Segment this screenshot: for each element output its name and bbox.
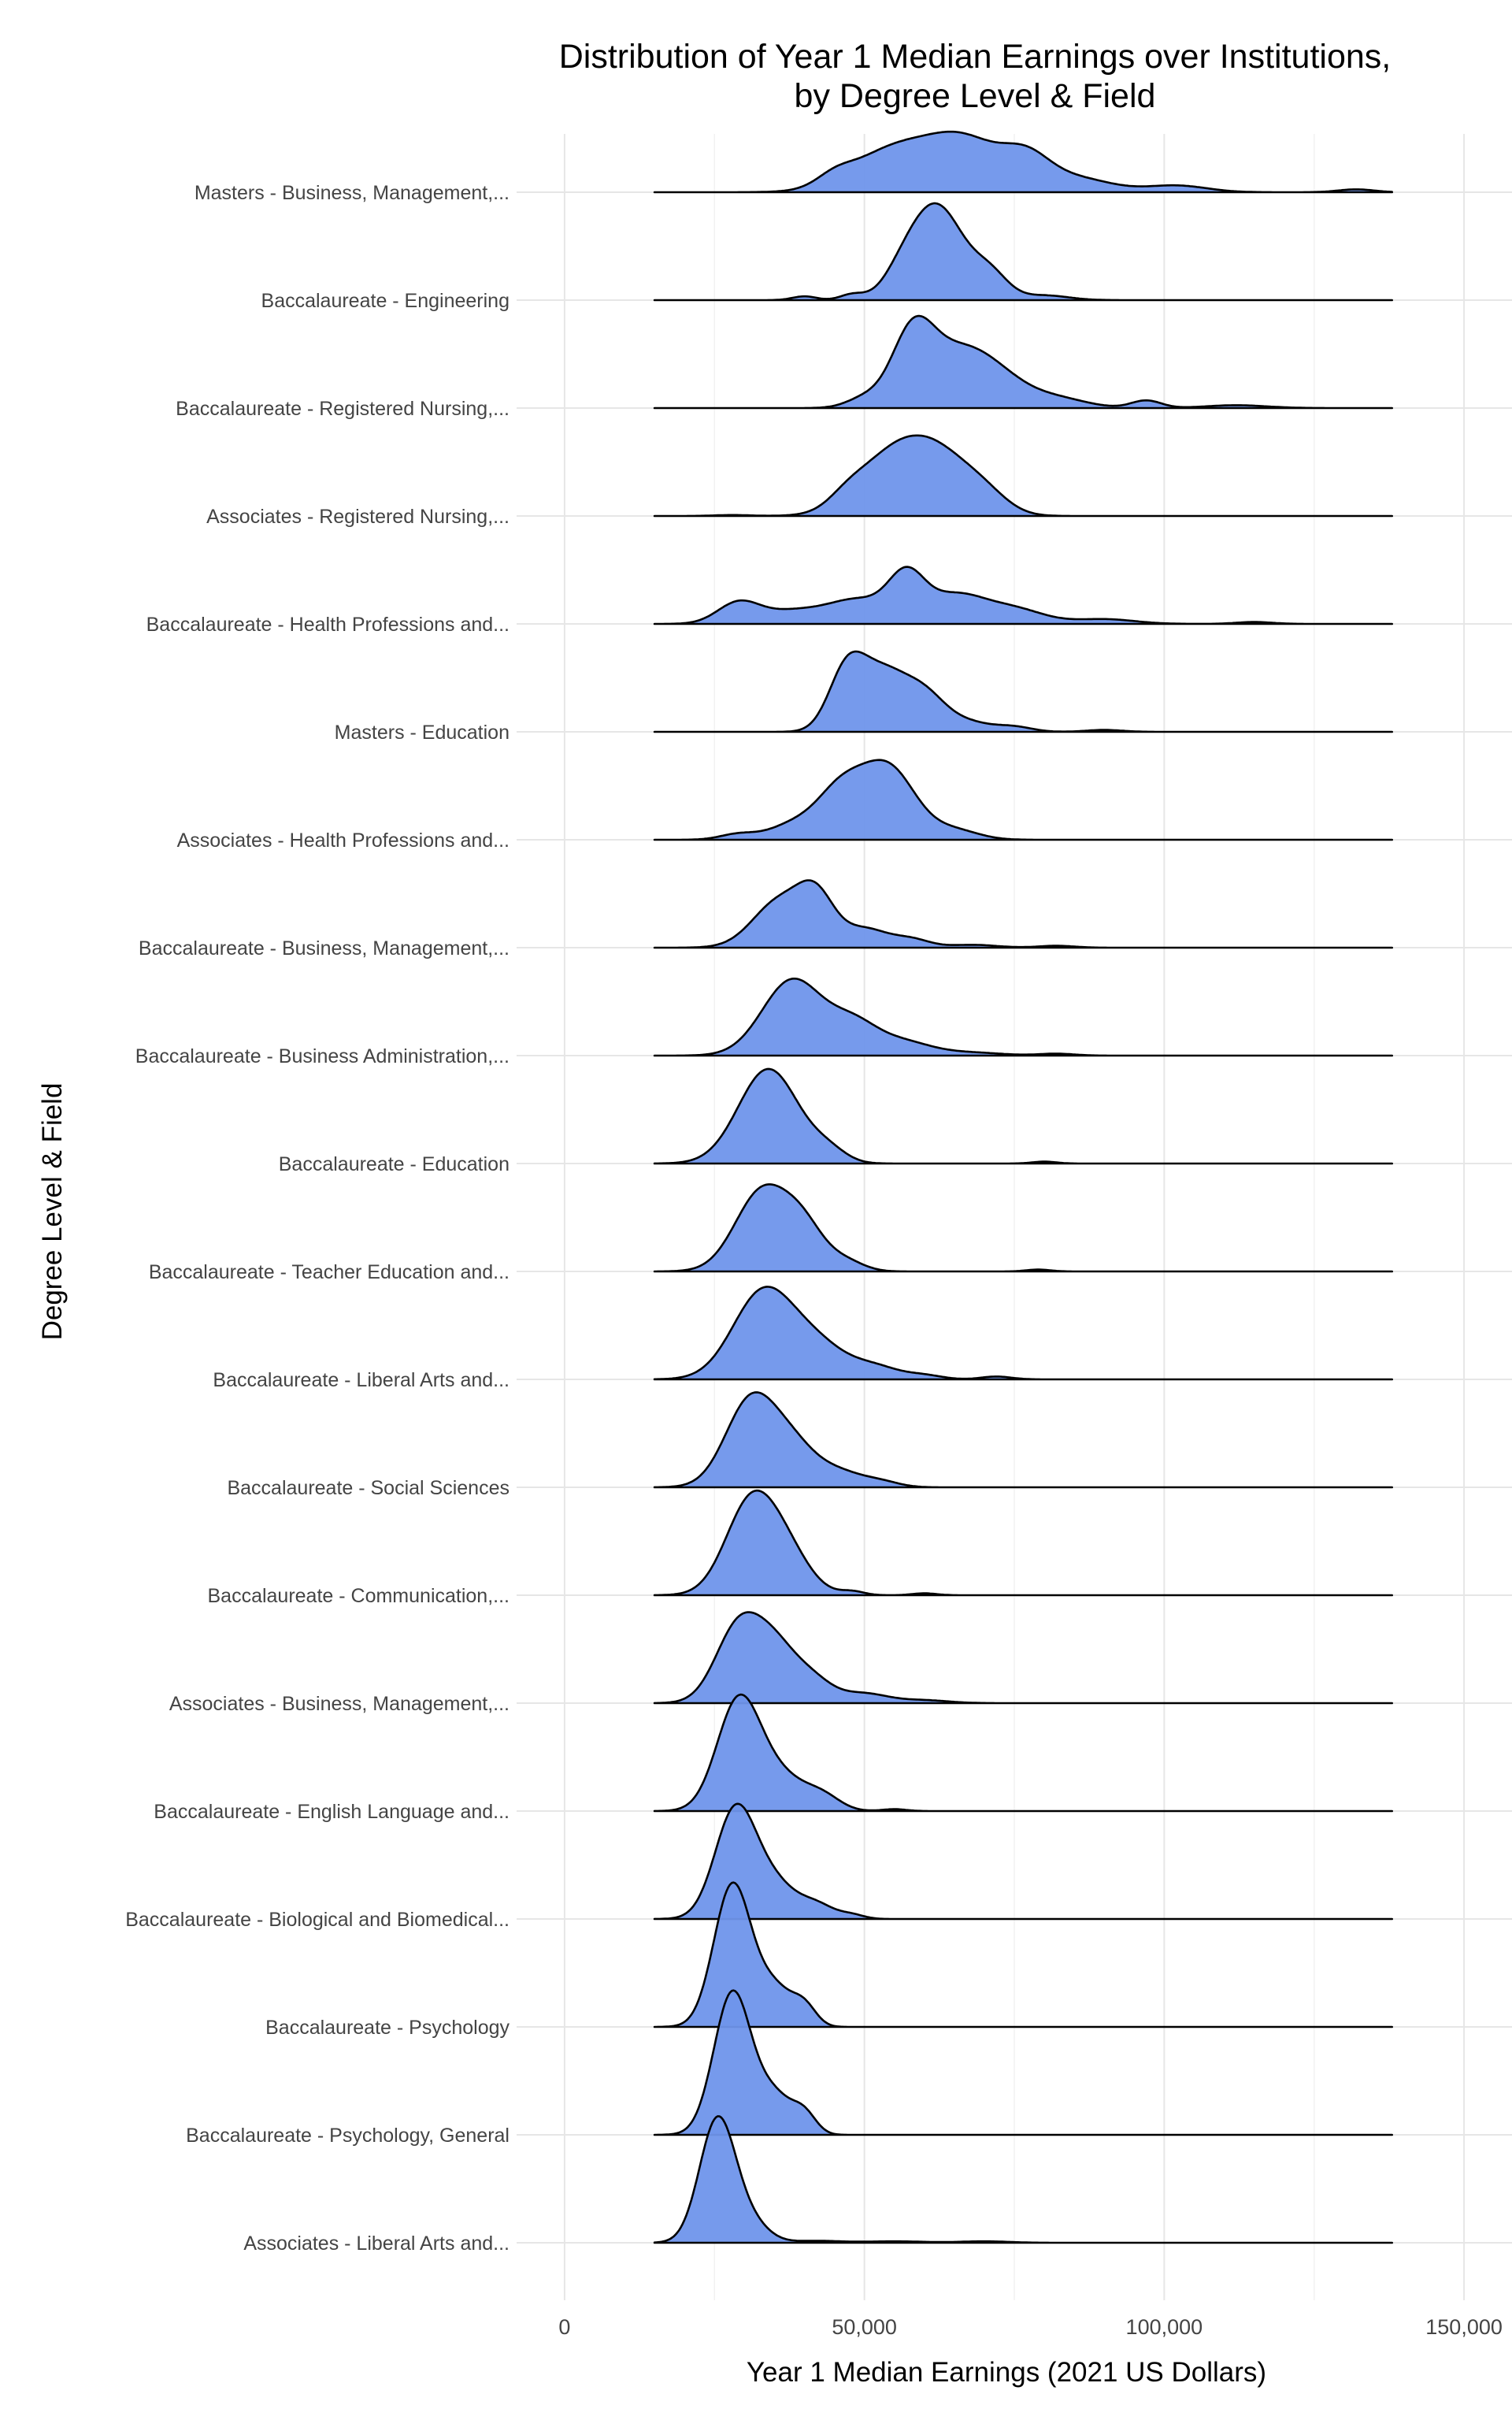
category-label: Baccalaureate - Business Administration,… <box>135 1045 510 1067</box>
ridges <box>653 130 1393 2244</box>
ridge-series <box>653 879 1393 949</box>
category-label: Baccalaureate - Social Sciences <box>227 1477 510 1499</box>
category-label: Baccalaureate - Biological and Biomedica… <box>125 1909 510 1931</box>
ridge-series <box>653 1802 1393 1921</box>
x-tick-label: 50,000 <box>832 2315 897 2339</box>
ridge-series <box>653 1693 1393 1813</box>
ridge-series <box>653 650 1393 733</box>
category-label: Baccalaureate - Health Professions and..… <box>146 614 510 636</box>
category-label: Baccalaureate - Teacher Education and... <box>149 1261 510 1283</box>
category-label: Baccalaureate - Communication,... <box>207 1585 510 1607</box>
gridlines <box>517 134 1512 2300</box>
ridge-series <box>653 434 1393 518</box>
category-label: Baccalaureate - Engineering <box>261 290 510 312</box>
ridge-series <box>653 1989 1393 2136</box>
ridge-series <box>653 130 1393 194</box>
category-label: Baccalaureate - Business, Management,... <box>139 937 510 959</box>
ridge-series <box>653 1286 1393 1381</box>
category-label: Baccalaureate - Education <box>279 1153 510 1175</box>
chart-title-line-2: by Degree Level & Field <box>795 77 1156 115</box>
category-labels: Masters - Business, Management,... Baccal… <box>125 182 510 2255</box>
category-label: Masters - Business, Management,... <box>195 182 510 204</box>
ridge-series <box>653 1067 1393 1165</box>
ridge-series <box>653 566 1393 625</box>
ridge-series <box>653 1183 1393 1273</box>
x-tick-label: 0 <box>558 2315 570 2339</box>
category-label: Baccalaureate - Registered Nursing,... <box>176 398 510 420</box>
category-label: Baccalaureate - Liberal Arts and... <box>213 1369 510 1391</box>
ridge-series <box>653 202 1393 302</box>
ridge-series <box>653 1391 1393 1489</box>
x-tick-label: 150,000 <box>1425 2315 1503 2339</box>
category-label: Associates - Liberal Arts and... <box>243 2233 510 2255</box>
ridge-series <box>653 759 1393 841</box>
y-axis-title: Degree Level & Field <box>37 1083 68 1341</box>
category-label: Baccalaureate - Psychology <box>265 2017 510 2039</box>
ridge-series <box>653 978 1393 1057</box>
category-label: Associates - Business, Management,... <box>169 1693 510 1715</box>
ridge-series <box>653 2115 1393 2244</box>
x-tick-label: 100,000 <box>1126 2315 1203 2339</box>
ridge-series <box>653 314 1393 410</box>
ridge-series <box>653 1489 1393 1597</box>
ridge-series <box>653 1611 1393 1705</box>
category-label: Masters - Education <box>335 722 510 744</box>
category-label: Associates - Health Professions and... <box>177 830 510 852</box>
category-label: Associates - Registered Nursing,... <box>206 506 510 528</box>
category-label: Baccalaureate - English Language and... <box>154 1801 510 1823</box>
category-label: Baccalaureate - Psychology, General <box>186 2125 510 2147</box>
x-axis-title: Year 1 Median Earnings (2021 US Dollars) <box>747 2357 1266 2388</box>
chart-title-line-1: Distribution of Year 1 Median Earnings o… <box>559 38 1391 76</box>
x-tick-labels: 0 50,000 100,000 150,000 <box>558 2315 1502 2339</box>
